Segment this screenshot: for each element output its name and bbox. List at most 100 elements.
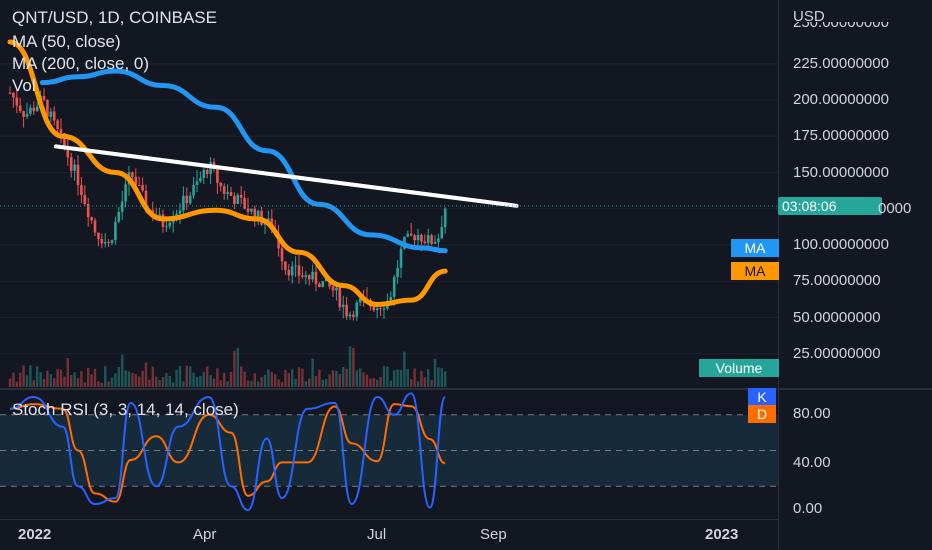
volume-bar [151, 366, 154, 387]
volume-bar [430, 379, 433, 387]
candle-body [314, 271, 318, 284]
ma50-legend[interactable]: MA (50, close) [12, 32, 121, 51]
candle-body [56, 120, 59, 130]
volume-bar [240, 366, 243, 387]
ma200-line [39, 68, 448, 254]
trendline[interactable] [53, 144, 519, 208]
volume-bar [22, 365, 25, 387]
volume-bar [308, 378, 311, 387]
candle-body [253, 208, 257, 221]
candle-body [90, 217, 93, 221]
candle-body [86, 203, 90, 218]
price-tick-label: 225.00000000 [793, 54, 889, 72]
candle-body [120, 201, 124, 212]
candle-body [290, 266, 294, 276]
candle-body [63, 133, 66, 147]
candle-body [341, 304, 345, 308]
volume-bar [12, 372, 15, 387]
volume-bar [127, 371, 131, 387]
candle-body [76, 164, 80, 186]
candle-body [304, 275, 308, 277]
candle-body [239, 194, 243, 198]
volume-bar [114, 373, 117, 387]
candle-body [185, 195, 189, 204]
volume-bar [263, 374, 267, 387]
countdown-badge: 03:08:06 [778, 197, 882, 215]
candle-body [352, 314, 355, 317]
volume-bar [257, 381, 260, 387]
candle-body [372, 306, 376, 311]
volume-bar [382, 365, 386, 387]
candle-body [49, 111, 53, 117]
candle-body [280, 248, 284, 262]
candle-body [80, 185, 83, 195]
candle-body [409, 233, 413, 236]
volume-bar [437, 367, 440, 387]
volume-bar [226, 381, 229, 387]
symbol-legend[interactable]: QNT/USD, 1D, COINBASE [12, 8, 217, 27]
volume-bar [331, 370, 335, 387]
ma200-legend[interactable]: MA (200, close, 0) [12, 54, 150, 73]
time-tick-label: Jul [367, 526, 387, 543]
candle-body [134, 176, 138, 185]
volume-bar [246, 380, 250, 387]
candle-body [345, 304, 348, 317]
candle-body [25, 113, 29, 117]
volume-bar [348, 346, 352, 387]
volume-bar [277, 379, 280, 387]
volume-bar [314, 375, 318, 387]
volume-bar [32, 380, 35, 387]
candle-body [137, 184, 141, 186]
candle-body [103, 242, 107, 244]
candle-body [426, 235, 430, 244]
volume-bar [260, 377, 263, 387]
volume-bar [297, 367, 301, 387]
volume-bar [250, 380, 253, 387]
price-tick-label: 75.00000000 [793, 272, 881, 290]
candle-body [117, 211, 121, 222]
volume-bar [338, 373, 341, 387]
volume-bar [423, 377, 426, 387]
volume-bar [80, 371, 83, 387]
volume-bar [406, 368, 409, 387]
price-tick-label: 100.00000000 [793, 236, 889, 253]
candle-body [392, 277, 396, 297]
volume-bar [131, 373, 134, 387]
volume-bar [36, 366, 39, 387]
stoch-rsi-legend[interactable]: Stoch RSI (3, 3, 14, 14, close) [12, 400, 239, 419]
candle-body [389, 296, 393, 301]
candle-body [358, 298, 362, 303]
volume-bar [175, 369, 178, 387]
candle-body [318, 283, 321, 288]
volume-bar [403, 351, 406, 387]
vol-legend[interactable]: Vol [12, 76, 36, 95]
volume-bar [274, 374, 277, 387]
candle-body [18, 105, 22, 112]
volume-bar [192, 372, 195, 387]
candle-body [236, 194, 240, 204]
candle-body [416, 234, 420, 241]
volume-bar [121, 354, 124, 387]
volume-bar [352, 348, 355, 387]
candle-body [396, 267, 399, 278]
volume-bar [138, 376, 141, 387]
volume-bar [444, 371, 447, 387]
candle-body [216, 168, 219, 183]
volume-bar [219, 380, 222, 387]
volume-bar [189, 366, 192, 387]
volume-bar [280, 381, 284, 387]
volume-bar [229, 371, 233, 387]
price-tick-partial: 250.00000000 [793, 22, 889, 31]
volume-bar [161, 377, 165, 387]
candle-body [195, 181, 199, 185]
candle-body [399, 248, 403, 268]
volume-bar [284, 369, 287, 387]
price-tick-label: 200.00000000 [793, 91, 889, 108]
candle-body [35, 106, 39, 112]
volume-bar [90, 374, 93, 387]
candle-body [243, 197, 246, 209]
volume-bar [49, 374, 52, 387]
volume-bar [53, 378, 56, 387]
candle-body [29, 107, 32, 114]
